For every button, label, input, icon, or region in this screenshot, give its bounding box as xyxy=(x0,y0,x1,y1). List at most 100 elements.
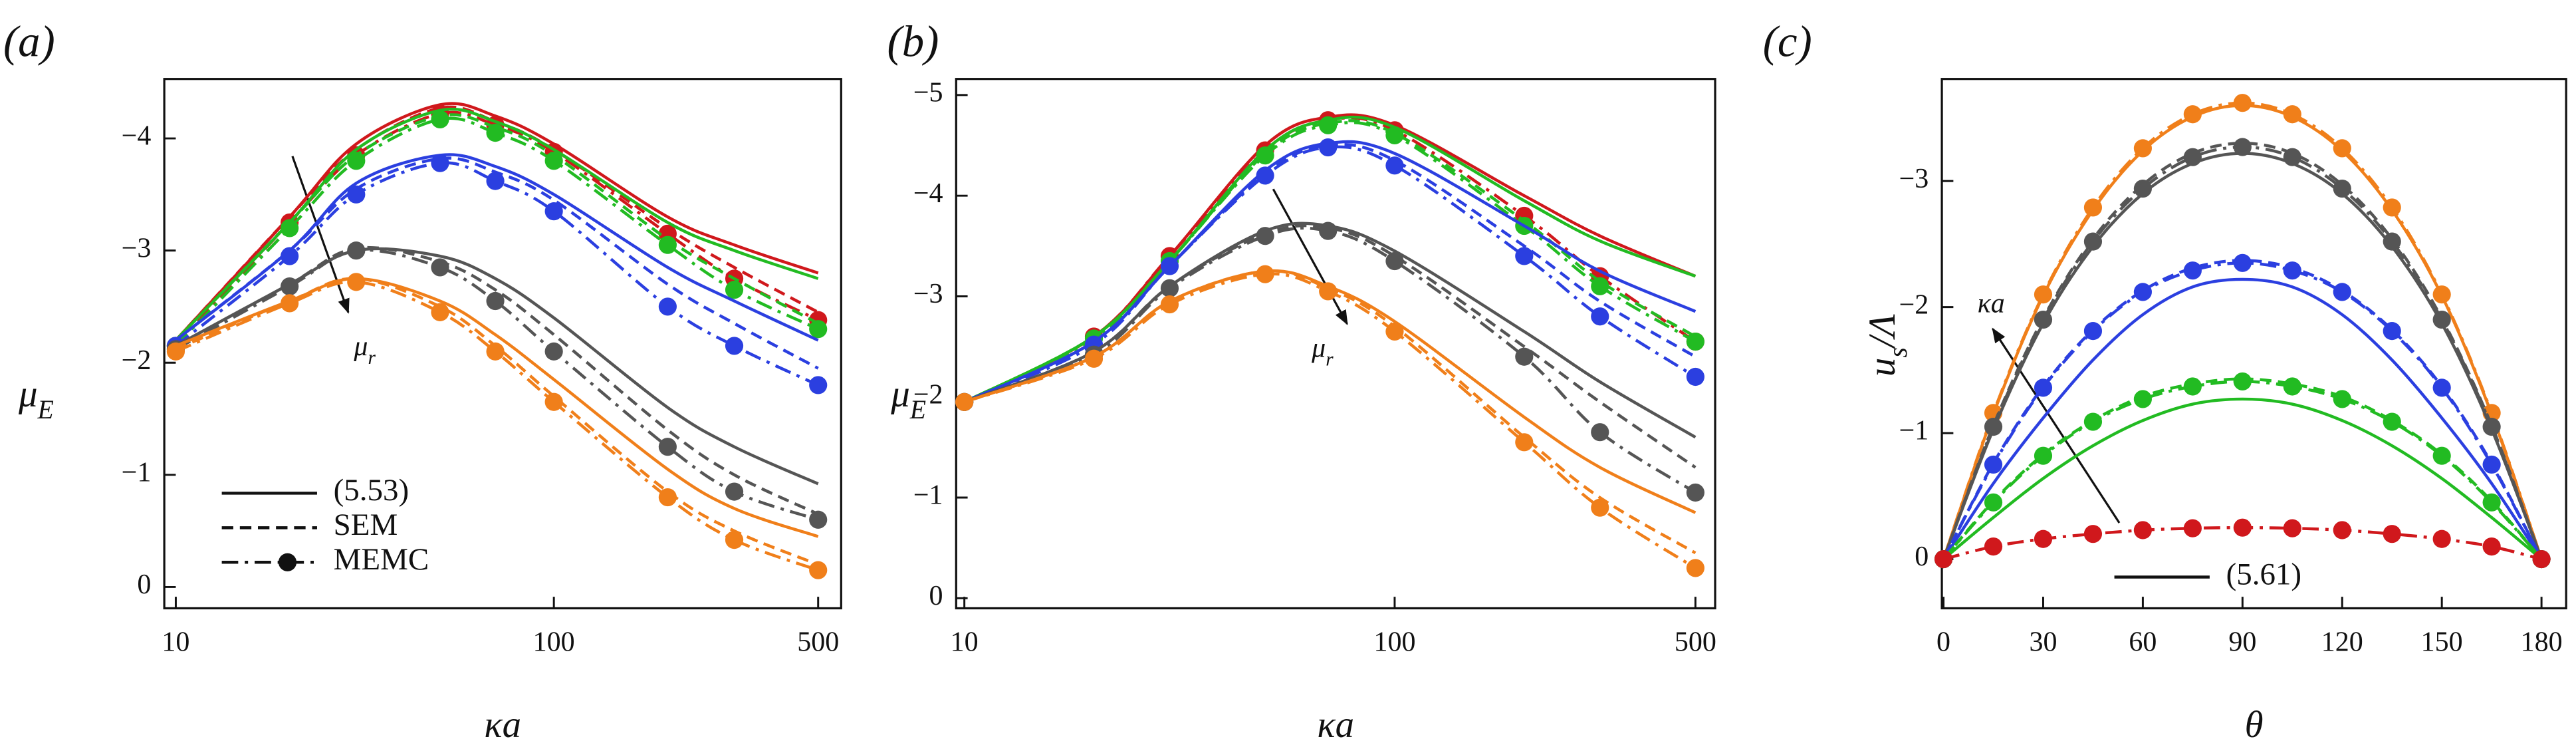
series-marker xyxy=(2283,148,2301,166)
x-tick-label: 500 xyxy=(1675,627,1716,657)
y-tick-label: −1 xyxy=(1899,416,1929,446)
x-tick-label: 10 xyxy=(162,627,189,657)
series-marker xyxy=(809,561,828,579)
series-marker xyxy=(347,185,366,204)
y-axis-title-rest: /Λ xyxy=(1861,314,1903,349)
y-axis-title-base: u xyxy=(1861,358,1903,376)
series-marker xyxy=(347,273,366,291)
series-marker xyxy=(1984,493,2003,512)
series-marker xyxy=(486,124,505,142)
series-line xyxy=(175,277,819,566)
legend-label: SEM xyxy=(334,508,398,542)
annotation-arrow xyxy=(291,156,350,314)
series-marker xyxy=(1686,483,1704,502)
x-tick-label: 120 xyxy=(2321,627,2363,657)
series-line xyxy=(963,226,1697,494)
y-axis-title-sub: E xyxy=(37,395,53,424)
series-marker xyxy=(2034,285,2053,304)
panel-label: (a) xyxy=(3,18,55,67)
series-marker xyxy=(1256,265,1274,283)
series-marker xyxy=(1319,282,1338,301)
series-marker xyxy=(1084,349,1104,368)
series-marker xyxy=(2283,377,2301,396)
series-marker xyxy=(2482,537,2501,556)
series-marker xyxy=(2283,261,2301,280)
x-axis-title: θ xyxy=(2245,704,2264,746)
series-marker xyxy=(658,438,677,456)
series-marker xyxy=(1591,498,1609,517)
series-marker xyxy=(2034,310,2053,329)
y-axis-title: μE xyxy=(18,373,54,424)
series-marker xyxy=(431,110,449,128)
series-marker xyxy=(658,488,677,507)
series-marker xyxy=(281,294,299,313)
series-marker xyxy=(1686,367,1704,386)
series-marker xyxy=(1984,455,2003,474)
series-marker xyxy=(2034,446,2053,465)
series-marker xyxy=(486,342,505,361)
panel-label: (c) xyxy=(1763,18,1812,67)
x-tick-label: 10 xyxy=(951,627,979,657)
series-marker xyxy=(2083,525,2103,543)
series-marker xyxy=(1160,295,1179,314)
series-marker xyxy=(725,337,744,355)
series-marker xyxy=(347,152,366,170)
series-marker xyxy=(431,154,449,172)
series-marker xyxy=(2383,525,2401,543)
legend-label: MEMC xyxy=(334,542,429,577)
series-marker xyxy=(2133,283,2152,301)
plot-frame xyxy=(163,78,842,610)
series-marker xyxy=(2233,138,2252,156)
series-marker xyxy=(2083,322,2103,341)
series-marker xyxy=(1591,277,1609,295)
series-marker xyxy=(2432,285,2451,304)
series-marker xyxy=(2333,521,2351,539)
series-marker xyxy=(2432,310,2451,329)
series-marker xyxy=(2432,378,2451,397)
series-marker xyxy=(2183,148,2202,166)
series-marker xyxy=(2133,139,2152,158)
y-tick-label: −3 xyxy=(913,279,943,309)
series-marker xyxy=(2133,179,2152,198)
series-line xyxy=(1942,397,2543,561)
series-marker xyxy=(2233,518,2252,537)
series-line xyxy=(175,245,819,516)
series-marker xyxy=(2183,105,2202,124)
series-marker xyxy=(2034,378,2053,397)
series-line xyxy=(1942,145,2543,560)
x-tick-label: 0 xyxy=(1936,627,1950,657)
series-marker xyxy=(809,510,828,529)
series-marker xyxy=(2532,549,2551,569)
x-tick-label: 150 xyxy=(2421,627,2463,657)
series-marker xyxy=(281,247,299,265)
series-marker xyxy=(1256,146,1274,165)
series-marker xyxy=(658,235,677,254)
annotation-arrow xyxy=(1272,188,1348,325)
series-marker xyxy=(2233,253,2252,272)
series-marker xyxy=(1591,423,1609,442)
annotation-base: μ xyxy=(353,331,368,362)
series-marker xyxy=(1686,559,1704,577)
series-marker xyxy=(2283,105,2301,124)
annotation: μr xyxy=(1311,333,1334,370)
series-marker xyxy=(2083,412,2103,431)
series-line xyxy=(1942,259,2543,560)
y-tick-label: −4 xyxy=(122,121,152,152)
series-marker xyxy=(1385,251,1404,271)
series-marker xyxy=(431,258,449,277)
series-marker xyxy=(809,376,828,394)
series-marker xyxy=(1160,257,1179,275)
series-marker xyxy=(725,281,744,299)
series-marker xyxy=(281,277,299,296)
annotation-sub: r xyxy=(1326,349,1334,370)
series-line xyxy=(1942,101,2543,560)
series-marker xyxy=(544,392,563,411)
y-tick-label: 0 xyxy=(1915,541,1929,572)
x-tick-label: 100 xyxy=(533,627,575,657)
series-marker xyxy=(809,320,828,339)
series-marker xyxy=(2233,94,2252,112)
series-marker xyxy=(2333,179,2351,198)
y-tick-label: 0 xyxy=(137,569,151,600)
series-marker xyxy=(2482,418,2501,436)
